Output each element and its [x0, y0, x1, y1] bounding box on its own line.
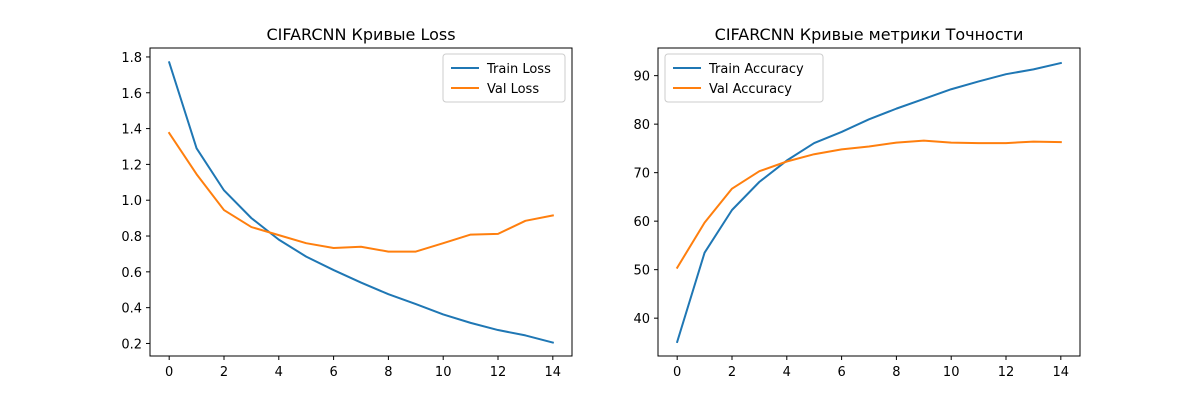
- chart-title: CIFARCNN Кривые Loss: [266, 25, 455, 44]
- y-tick-label: 50: [633, 264, 650, 279]
- legend: Train Accuracy Val Accuracy: [664, 53, 824, 103]
- x-tick-label: 0: [673, 365, 681, 380]
- y-tick-label: 1.4: [121, 123, 142, 138]
- legend-frame: [442, 53, 566, 103]
- x-tick-label: 6: [837, 365, 845, 380]
- legend-frame: [664, 53, 824, 103]
- legend-label-2: Val Loss: [487, 82, 539, 97]
- x-tick-label: 14: [1053, 365, 1070, 380]
- chart-panel-2: CIFARCNN Кривые метрики Точности 0 2 4 6 8 10 1…: [633, 25, 1081, 380]
- y-tick-label: 0.2: [121, 337, 142, 352]
- y-tick-label: 0.8: [121, 230, 142, 245]
- x-tick-label: 8: [892, 365, 900, 380]
- x-tick-label: 8: [384, 365, 392, 380]
- x-tick-label: 10: [943, 365, 960, 380]
- x-tick-label: 4: [783, 365, 791, 380]
- x-tick-label: 12: [490, 365, 507, 380]
- axes-frame: [149, 47, 573, 357]
- legend: Train Loss Val Loss: [442, 53, 566, 103]
- chart-title: CIFARCNN Кривые метрики Точности: [715, 25, 1024, 44]
- y-tick-label: 1.8: [121, 51, 142, 66]
- chart-panel-1: CIFARCNN Кривые Loss 0 2 4 6 8 10 12 14 0.2 0.4 0.6…: [121, 25, 573, 380]
- y-tick-label: 90: [633, 70, 650, 85]
- series-line-1: [675, 61, 1063, 344]
- x-tick-label: 4: [275, 365, 283, 380]
- series-line-2: [167, 131, 554, 253]
- series-line-1: [167, 61, 555, 344]
- legend-label-1: Train Accuracy: [708, 62, 804, 77]
- y-tick-label: 0.6: [121, 266, 142, 281]
- y-tick-label: 60: [633, 215, 650, 230]
- y-tick-label: 1.6: [121, 87, 142, 102]
- x-tick-label: 10: [435, 365, 452, 380]
- x-tick-label: 6: [329, 365, 337, 380]
- x-tick-label: 2: [220, 365, 228, 380]
- y-tick-label: 0.4: [121, 302, 142, 317]
- y-tick-label: 70: [633, 167, 650, 182]
- y-tick-label: 40: [633, 312, 650, 327]
- legend-label-2: Val Accuracy: [709, 82, 792, 97]
- x-tick-label: 12: [998, 365, 1015, 380]
- x-tick-label: 0: [165, 365, 173, 380]
- legend-label-1: Train Loss: [486, 62, 551, 77]
- series-line-2: [675, 139, 1062, 270]
- y-tick-label: 1.2: [121, 158, 142, 173]
- y-tick-label: 1.0: [121, 194, 142, 209]
- x-tick-label: 14: [545, 365, 562, 380]
- axes-frame: [657, 47, 1081, 357]
- x-tick-label: 2: [728, 365, 736, 380]
- y-tick-label: 80: [633, 118, 650, 133]
